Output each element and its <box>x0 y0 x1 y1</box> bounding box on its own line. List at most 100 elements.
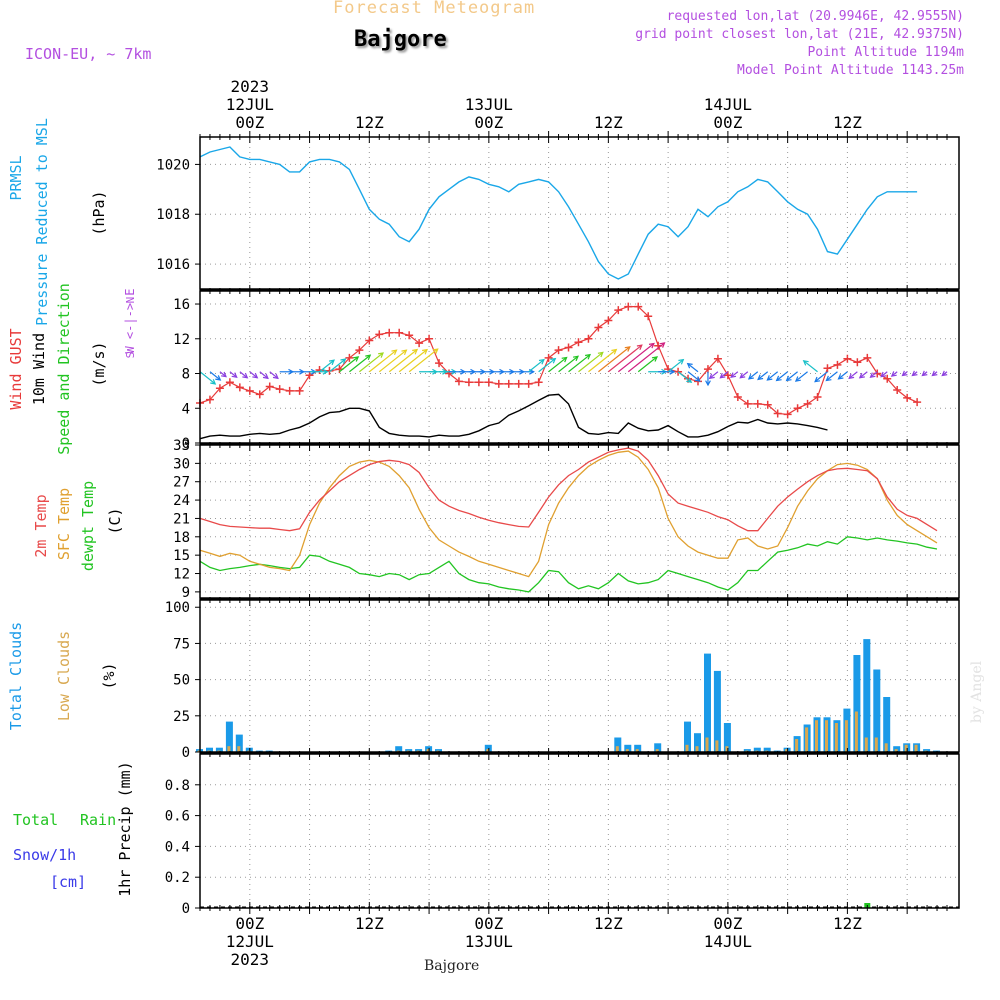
wind-arrow <box>378 349 407 373</box>
wind-arrow <box>709 371 719 379</box>
y-tick-label: 0 <box>182 745 190 761</box>
total-clouds-bar <box>415 749 423 752</box>
model-name: ICON-EU, ~ 7km <box>25 45 152 63</box>
wind-arrow-head <box>215 375 222 381</box>
gust-marker <box>634 302 643 311</box>
total-clouds-bar <box>713 670 721 752</box>
gust-marker <box>753 399 762 408</box>
gust-marker <box>305 371 314 380</box>
wind-arrow-head <box>538 358 545 365</box>
low-clouds-label: Low Clouds <box>55 631 73 721</box>
wind-arrow <box>259 371 269 379</box>
wind-arrow <box>388 349 418 373</box>
low-clouds-bar <box>486 749 490 752</box>
label-layer: 1016101810200481216912151821242730330255… <box>7 77 862 969</box>
wind-arrow <box>319 359 335 373</box>
wind-arrow-head <box>322 368 329 375</box>
wind-arrow-head <box>890 371 897 377</box>
low-clouds-bar <box>715 740 719 752</box>
y-tick-label: 9 <box>182 585 190 601</box>
wind-direction-label: Speed and Direction <box>55 283 73 455</box>
compass-legend-we: W <-|-> E <box>123 288 137 353</box>
wind-arrow-head <box>686 377 693 383</box>
temp-unit: (C) <box>106 507 124 534</box>
low-clouds-bar <box>237 746 241 752</box>
grid-layer <box>200 137 959 909</box>
top-time-label: 14JUL <box>704 95 752 114</box>
gust-marker <box>803 399 812 408</box>
wind-arrow-head <box>252 372 259 379</box>
gust-marker <box>544 353 553 362</box>
top-time-label: 13JUL <box>465 95 513 114</box>
gust-marker <box>584 334 593 343</box>
wind-arrow <box>368 349 397 373</box>
gust-marker <box>564 343 573 352</box>
y-tick-label: 100 <box>165 600 190 616</box>
gust-marker <box>813 392 822 401</box>
gust-marker <box>614 306 623 315</box>
y-tick-label: 1020 <box>156 157 190 173</box>
gust-marker <box>355 346 364 355</box>
low-clouds-bar <box>834 723 838 752</box>
wind-arrow-head <box>775 375 782 382</box>
gust-marker <box>295 386 304 395</box>
gust-marker <box>833 360 842 369</box>
low-clouds-bar <box>815 720 818 752</box>
total-clouds-bar <box>225 721 233 752</box>
total-clouds-bar <box>435 749 442 752</box>
low-clouds-bar <box>844 720 848 752</box>
y-tick-label: 25 <box>173 709 190 725</box>
wind-arrow <box>349 354 371 373</box>
wind-arrow-head <box>412 348 419 355</box>
wind-arrow <box>578 351 604 373</box>
data-layer <box>196 146 959 908</box>
axes-layer <box>195 131 960 914</box>
wind-arrow <box>528 359 545 373</box>
wind-arrow-head <box>636 344 643 351</box>
total-clouds-bar <box>634 744 642 752</box>
gust-marker <box>474 378 483 387</box>
pressure-line <box>199 146 918 280</box>
total-clouds-bar <box>873 669 881 752</box>
gust-marker <box>464 378 473 387</box>
low-clouds-bar <box>894 749 898 752</box>
low-clouds-bar <box>914 744 918 752</box>
wind-arrow-head <box>611 348 618 355</box>
chart-title: Forecast Meteogram <box>333 0 536 18</box>
wind-arrow-head <box>550 357 557 364</box>
wind-arrow <box>814 371 828 383</box>
wind-arrow-head <box>719 372 726 379</box>
wind-arrow <box>617 343 655 373</box>
gust-marker <box>504 379 513 388</box>
gust-marker <box>524 379 533 388</box>
y-tick-label: 27 <box>173 475 190 491</box>
wind-arrow-head <box>585 353 591 360</box>
credit-watermark: by Angel <box>969 660 986 724</box>
wind-arrow-head <box>353 356 360 362</box>
low-clouds-bar <box>615 746 619 752</box>
y-tick-label: 75 <box>173 636 190 652</box>
y-tick-label: 30 <box>173 456 190 472</box>
temp-2m-label: 2m Temp <box>32 494 50 557</box>
wind-arrow-head <box>931 370 938 377</box>
wind-arrow <box>848 371 858 379</box>
y-tick-label: 21 <box>173 511 190 527</box>
low-clouds-bar <box>705 737 709 752</box>
gust-marker <box>425 334 434 343</box>
wind-arrow-head <box>597 351 604 358</box>
wind-arrow <box>538 358 556 373</box>
y-tick-label: 15 <box>173 548 190 564</box>
y-tick-label: 0.2 <box>165 870 190 886</box>
wind-arrow-head <box>401 349 408 356</box>
wind-arrow <box>687 371 701 382</box>
low-clouds-bar <box>725 746 729 752</box>
top-time-label: 00Z <box>235 113 264 132</box>
wind-arrow <box>607 344 643 373</box>
gust-marker <box>644 312 653 321</box>
gust-marker <box>345 353 354 362</box>
total-clouds-bar <box>694 733 701 752</box>
info-line-altitude: Point Altitude 1194m <box>807 45 964 60</box>
total-clouds-bar <box>614 737 622 752</box>
gust-marker <box>285 386 294 395</box>
wind-arrow-head <box>272 373 279 380</box>
